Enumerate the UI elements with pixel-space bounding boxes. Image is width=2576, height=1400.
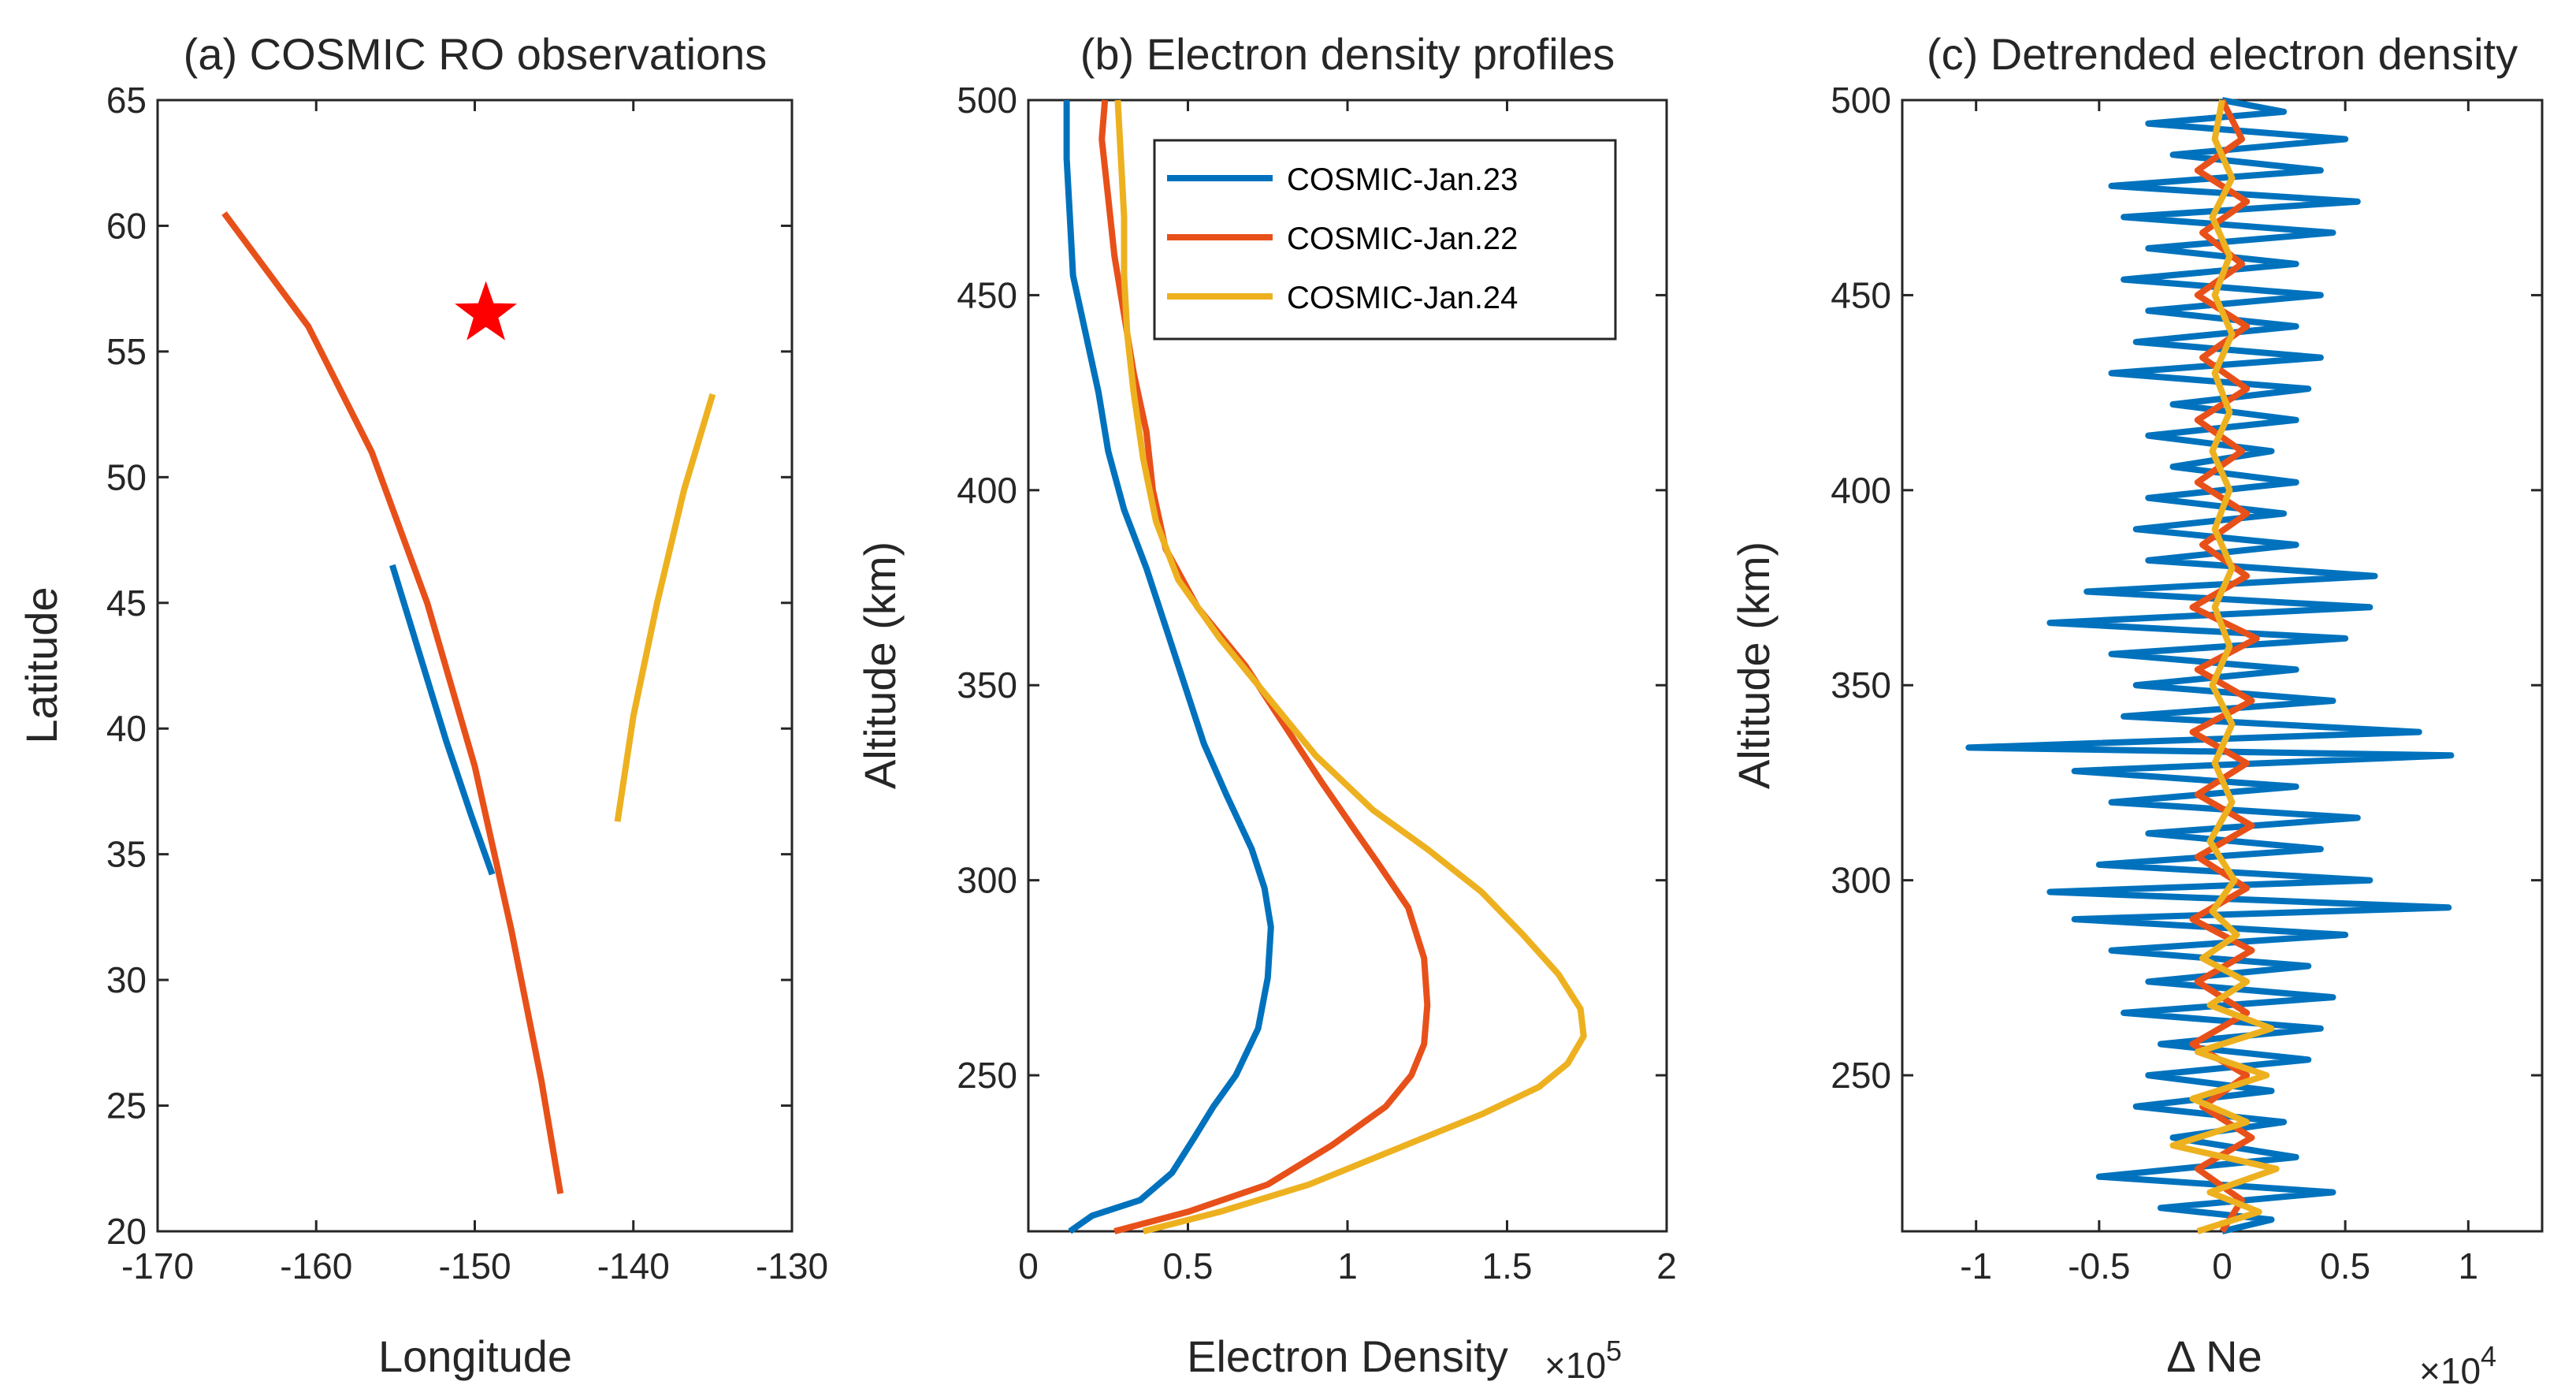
series-line-cosmic-jan-23 bbox=[389, 564, 496, 876]
y-tick-label: 450 bbox=[1831, 274, 1891, 315]
series-line-cosmic-jan-23 bbox=[1063, 100, 1274, 1234]
x-tick-label: 0.5 bbox=[1163, 1245, 1214, 1286]
y-tick-label: 450 bbox=[957, 274, 1017, 315]
y-tick-label: 350 bbox=[957, 665, 1017, 706]
panel-a-xlabel: Longitude bbox=[378, 1331, 572, 1381]
y-tick-label: 65 bbox=[106, 80, 147, 121]
series-line-cosmic-jan-22 bbox=[2189, 99, 2260, 1234]
y-tick-label: 35 bbox=[106, 834, 147, 875]
y-tick-label: 300 bbox=[957, 860, 1017, 901]
x-tick-label: 0.5 bbox=[2320, 1245, 2370, 1286]
x-tick-label: 1.5 bbox=[1482, 1245, 1533, 1286]
series-line-cosmic-jan-23 bbox=[1965, 97, 2455, 1234]
x-tick-label: -160 bbox=[280, 1245, 352, 1286]
panel-b-exponent-base: ×10 bbox=[1544, 1345, 1606, 1386]
y-tick-label: 300 bbox=[1831, 860, 1891, 901]
x-tick-label: -150 bbox=[438, 1245, 511, 1286]
x-tick-label: -1 bbox=[1960, 1245, 1992, 1286]
x-tick-label: 1 bbox=[1337, 1245, 1358, 1286]
legend-label: COSMIC-Jan.22 bbox=[1287, 222, 1518, 256]
x-tick-label: -130 bbox=[756, 1245, 828, 1286]
panel-c-xlabel: Δ Ne bbox=[2166, 1331, 2262, 1381]
y-tick-label: 400 bbox=[957, 470, 1017, 511]
panel-b-ylabel: Altitude (km) bbox=[855, 542, 905, 789]
legend-label: COSMIC-Jan.23 bbox=[1287, 162, 1518, 197]
star-icon bbox=[455, 281, 518, 341]
panel-a-title: (a) COSMIC RO observations bbox=[184, 29, 768, 79]
y-tick-label: 400 bbox=[1831, 470, 1891, 511]
panel-b-title: (b) Electron density profiles bbox=[1080, 29, 1615, 79]
panel-c-exponent-base: ×10 bbox=[2419, 1350, 2481, 1391]
panel-a-coordinates: (a) COSMIC RO observations Longitude Lat… bbox=[17, 29, 828, 1381]
y-tick-label: 50 bbox=[106, 456, 147, 497]
x-tick-label: 1 bbox=[2459, 1245, 2479, 1286]
y-tick-label: 40 bbox=[106, 708, 147, 749]
x-tick-label: 2 bbox=[1656, 1245, 1677, 1286]
x-tick-label: -140 bbox=[597, 1245, 670, 1286]
plot-frame-0 bbox=[156, 99, 794, 1233]
x-tick-label: -170 bbox=[121, 1245, 194, 1286]
series-line-cosmic-jan-24 bbox=[2169, 99, 2280, 1234]
panel-c-title: (c) Detrended electron density bbox=[1927, 29, 2518, 79]
y-tick-label: 500 bbox=[1831, 80, 1891, 121]
legend-label: COSMIC-Jan.24 bbox=[1287, 281, 1518, 315]
y-tick-label: 55 bbox=[106, 331, 147, 372]
x-tick-label: -0.5 bbox=[2068, 1245, 2130, 1286]
y-tick-label: 25 bbox=[106, 1085, 147, 1126]
series-line-cosmic-jan-24 bbox=[614, 393, 716, 822]
y-tick-label: 30 bbox=[106, 959, 147, 1000]
y-tick-label: 20 bbox=[106, 1211, 147, 1252]
panel-b-xlabel: Electron Density bbox=[1187, 1331, 1508, 1381]
panel-b-exponent-power: 5 bbox=[1606, 1335, 1622, 1367]
series-line-cosmic-jan-24 bbox=[1114, 99, 1587, 1234]
panel-c-detrended: (c) Detrended electron density Δ Ne ×104… bbox=[1729, 29, 2544, 1391]
x-tick-label: 0 bbox=[2212, 1245, 2232, 1286]
x-tick-label: 0 bbox=[1018, 1245, 1039, 1286]
y-tick-label: 60 bbox=[106, 205, 147, 246]
y-tick-label: 45 bbox=[106, 583, 147, 624]
panel-b-exponent: ×105 bbox=[1544, 1335, 1622, 1386]
y-tick-label: 250 bbox=[1831, 1055, 1891, 1096]
y-tick-label: 500 bbox=[957, 80, 1017, 121]
panel-c-exponent: ×104 bbox=[2419, 1340, 2496, 1391]
y-tick-label: 250 bbox=[957, 1055, 1017, 1096]
series-line-cosmic-jan-22 bbox=[221, 211, 564, 1194]
panel-b-electron-density: (b) Electron density profiles Electron D… bbox=[855, 29, 1677, 1386]
panel-c-exponent-power: 4 bbox=[2481, 1340, 2496, 1372]
panel-a-ylabel: Latitude bbox=[17, 586, 66, 743]
panel-c-ylabel: Altitude (km) bbox=[1729, 542, 1779, 789]
y-tick-label: 350 bbox=[1831, 665, 1891, 706]
